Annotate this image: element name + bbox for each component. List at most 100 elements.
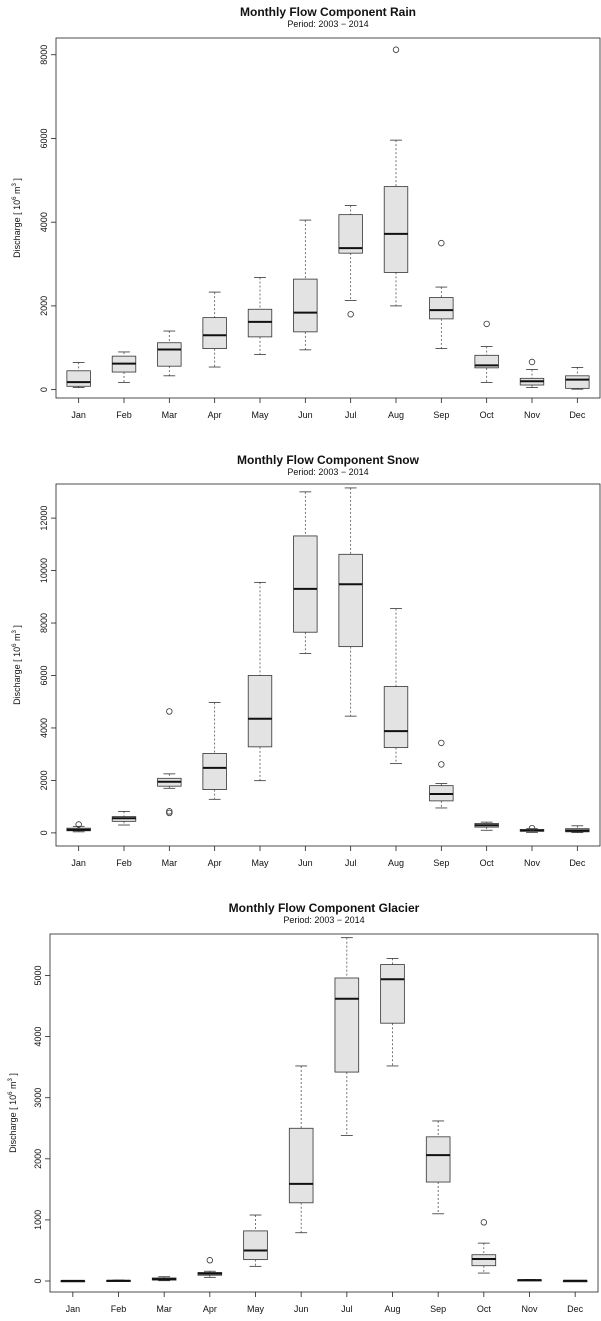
rain-y-tick-label: 8000 (39, 45, 49, 65)
snow-x-tick-label: Jun (298, 858, 313, 868)
snow-box-jun (293, 491, 318, 654)
snow-box-jan (66, 821, 91, 833)
rain-x-tick-label: Mar (162, 410, 178, 420)
glacier-x-tick-label: Jun (294, 1304, 309, 1314)
rain-box-sep (429, 239, 454, 350)
snow-x-tick-label: Aug (388, 858, 404, 868)
rain-box-nov (519, 358, 545, 388)
box-iqr (288, 1127, 314, 1204)
snow-box-dec (565, 825, 590, 834)
snow-x-tick-label: Jan (71, 858, 86, 868)
snow-y-tick-label: 12000 (39, 506, 49, 531)
rain-chart-title: Monthly Flow Component Rain (240, 5, 416, 19)
snow-box-sep (429, 739, 454, 809)
snow-y-tick-label: 0 (39, 830, 49, 835)
rain-x-tick-label: Sep (433, 410, 449, 420)
glacier-box-mar (151, 1276, 177, 1282)
rain-box-oct (474, 320, 499, 383)
glacier-x-tick-label: Apr (203, 1304, 217, 1314)
box-iqr (338, 553, 363, 648)
outlier-point (206, 1257, 214, 1264)
glacier-x-tick-label: Feb (111, 1304, 127, 1314)
glacier-box-sep (425, 1120, 451, 1215)
rain-box-dec (565, 367, 590, 390)
outlier-point (347, 311, 354, 318)
outlier-point (438, 761, 445, 768)
glacier-box-jun (288, 1065, 314, 1234)
box-iqr (202, 753, 227, 791)
rain-y-tick-label: 4000 (39, 212, 49, 232)
snow-box-may (247, 581, 273, 782)
rain-box-feb (111, 351, 137, 383)
rain-box-mar (157, 330, 182, 377)
box-iqr (243, 1230, 268, 1261)
box-iqr (429, 297, 454, 320)
rain-x-tick-label: Apr (208, 410, 222, 420)
snow-x-tick-label: Nov (524, 858, 541, 868)
snow-y-tick-label: 4000 (39, 718, 49, 738)
rain-chart-subtitle: Period: 2003 − 2014 (287, 19, 368, 29)
snow-x-tick-label: Dec (569, 858, 586, 868)
snow-y-tick-label: 6000 (39, 665, 49, 685)
box-iqr (338, 214, 363, 254)
rain-box-may (247, 277, 273, 355)
box-iqr (157, 342, 182, 367)
glacier-box-jan (60, 1279, 86, 1283)
glacier-x-tick-label: Mar (156, 1304, 172, 1314)
snow-x-tick-label: Oct (480, 858, 495, 868)
rain-box-jul (338, 205, 363, 318)
snow-y-axis-label: Discharge [ 106 m3 ] (12, 625, 22, 705)
glacier-x-tick-label: Sep (430, 1304, 446, 1314)
chart-glacier: Monthly Flow Component Glacier Period: 20… (0, 896, 601, 1321)
rain-x-tick-label: May (251, 410, 269, 420)
box-iqr (334, 977, 360, 1073)
outlier-point (480, 1219, 488, 1226)
snow-y-tick-label: 10000 (39, 558, 49, 583)
rain-plot-frame (55, 37, 601, 399)
snow-box-apr (202, 702, 227, 800)
box-iqr (66, 370, 91, 387)
snow-box-nov (519, 824, 545, 833)
rain-box-jun (293, 219, 318, 351)
glacier-chart-subtitle: Period: 2003 − 2014 (283, 915, 364, 925)
glacier-x-tick-label: Dec (567, 1304, 584, 1314)
rain-box-aug (383, 46, 409, 307)
snow-x-tick-label: Mar (162, 858, 178, 868)
rain-y-tick-label: 2000 (39, 296, 49, 316)
glacier-plot-frame (49, 933, 599, 1293)
box-iqr (247, 308, 273, 338)
glacier-y-tick-label: 0 (33, 1278, 43, 1283)
box-iqr (293, 535, 318, 633)
snow-plot-frame (55, 483, 601, 847)
outlier-point (166, 809, 173, 817)
box-iqr (471, 1254, 497, 1267)
outlier-point (392, 46, 400, 53)
glacier-y-tick-label: 3000 (33, 1088, 43, 1108)
outlier-point (438, 239, 445, 247)
glacier-x-tick-label: May (247, 1304, 265, 1314)
glacier-box-apr (197, 1257, 223, 1278)
snow-box-jul (338, 487, 363, 717)
snow-chart-subtitle: Period: 2003 − 2014 (287, 467, 368, 477)
box-iqr (247, 675, 273, 748)
outlier-point (166, 708, 173, 715)
rain-y-tick-label: 6000 (39, 128, 49, 148)
rain-x-tick-label: Dec (569, 410, 586, 420)
outlier-point (438, 739, 445, 747)
glacier-box-may (243, 1214, 268, 1267)
rain-y-axis-label: Discharge [ 106 m3 ] (12, 178, 22, 258)
box-iqr (380, 964, 405, 1024)
rain-x-tick-label: Nov (524, 410, 541, 420)
box-iqr (425, 1136, 451, 1183)
snow-box-mar (157, 708, 182, 817)
glacier-box-dec (562, 1279, 588, 1283)
rain-y-tick-label: 0 (39, 387, 49, 392)
chart-snow: Monthly Flow Component Snow Period: 2003 … (0, 448, 601, 888)
snow-x-tick-label: May (251, 858, 269, 868)
glacier-box-jul (334, 937, 360, 1137)
outlier-point (483, 320, 490, 328)
glacier-y-axis-label: Discharge [ 106 m3 ] (8, 1073, 18, 1153)
glacier-chart-title: Monthly Flow Component Glacier (229, 901, 420, 915)
